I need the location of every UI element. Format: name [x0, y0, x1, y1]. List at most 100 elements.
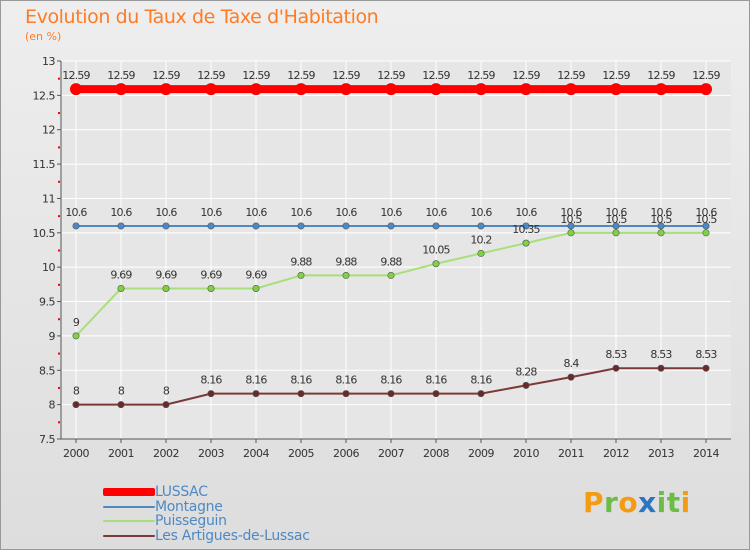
data-point — [295, 83, 307, 96]
data-point — [610, 83, 622, 96]
data-label: 10.5 — [650, 213, 672, 226]
data-label: 12.59 — [557, 69, 585, 82]
data-point — [702, 222, 710, 230]
data-point — [657, 229, 665, 237]
data-label: 10.6 — [110, 206, 132, 219]
data-label: 8 — [118, 385, 125, 398]
legend-label-montagne: Montagne — [155, 498, 223, 515]
x-tick-label: 2009 — [468, 447, 494, 460]
legend-swatch-artigues — [103, 534, 155, 537]
data-label: 12.59 — [377, 69, 405, 82]
y-tick-label: 8.5 — [39, 364, 55, 377]
data-point — [72, 401, 80, 409]
data-label: 10.5 — [560, 213, 582, 226]
data-label: 8 — [73, 385, 80, 398]
y-tick-label: 10.5 — [33, 227, 56, 240]
data-point — [657, 222, 665, 230]
data-point — [387, 390, 395, 398]
chart-title: Evolution du Taux de Taxe d'Habitation — [25, 6, 379, 28]
data-label: 8.16 — [335, 374, 357, 387]
data-label: 8.4 — [563, 357, 579, 370]
y-tick-label: 12 — [42, 124, 55, 137]
data-label: 8.53 — [605, 348, 627, 361]
data-point — [612, 222, 620, 230]
data-point — [250, 83, 262, 96]
x-tick-label: 2004 — [243, 447, 269, 460]
x-tick-label: 2000 — [63, 447, 89, 460]
data-point — [655, 83, 667, 96]
data-label: 9.69 — [245, 268, 267, 281]
data-label: 8.16 — [245, 374, 267, 387]
x-tick-label: 2007 — [378, 447, 404, 460]
x-tick-label: 2010 — [513, 447, 539, 460]
data-label: 12.59 — [467, 69, 495, 82]
data-point — [72, 332, 80, 340]
data-point — [430, 83, 442, 96]
x-tick-label: 2008 — [423, 447, 449, 460]
data-label: 10.6 — [560, 206, 582, 219]
data-label: 8.16 — [425, 374, 447, 387]
y-tick-label: 10 — [42, 261, 55, 274]
logo-letter: t — [666, 486, 681, 519]
legend-swatch-lussac — [103, 488, 155, 497]
data-label: 10.6 — [695, 206, 717, 219]
data-label: 9.69 — [110, 268, 132, 281]
data-label: 12.59 — [107, 69, 135, 82]
data-point — [252, 390, 260, 398]
data-point — [252, 284, 260, 292]
data-label: 10.6 — [605, 206, 627, 219]
legend-item-artigues: Les Artigues-de-Lussac — [103, 528, 310, 544]
logo-letter: i — [680, 486, 691, 519]
data-label: 10.6 — [245, 206, 267, 219]
data-point — [432, 260, 440, 268]
data-point — [612, 364, 620, 372]
data-label: 10.6 — [515, 206, 537, 219]
data-label: 10.2 — [470, 233, 491, 246]
data-point — [342, 271, 350, 279]
legend: LUSSAC Montagne Puisseguin Les Artigues-… — [103, 484, 310, 544]
data-label: 12.59 — [602, 69, 630, 82]
y-tick-label: 9.5 — [39, 296, 55, 309]
data-label: 12.59 — [332, 69, 360, 82]
x-tick-label: 2013 — [648, 447, 674, 460]
data-label: 12.59 — [647, 69, 675, 82]
data-point — [342, 222, 350, 230]
legend-label-artigues: Les Artigues-de-Lussac — [155, 527, 310, 544]
data-point — [477, 249, 485, 257]
logo-letter: x — [638, 486, 657, 519]
legend-swatch-montagne — [103, 505, 155, 508]
data-point — [432, 222, 440, 230]
data-label: 10.5 — [605, 213, 627, 226]
data-point — [297, 271, 305, 279]
logo-letter: i — [656, 486, 667, 519]
data-label: 8.53 — [695, 348, 717, 361]
data-point — [702, 364, 710, 372]
data-point — [162, 222, 170, 230]
data-point — [567, 373, 575, 381]
data-point — [477, 390, 485, 398]
data-label: 10.6 — [425, 206, 447, 219]
legend-label-lussac: LUSSAC — [155, 484, 208, 500]
data-point — [342, 390, 350, 398]
data-label: 9.88 — [335, 255, 357, 268]
data-point — [252, 222, 260, 230]
data-label: 10.6 — [380, 206, 402, 219]
x-tick-label: 2003 — [198, 447, 224, 460]
data-point — [702, 229, 710, 237]
logo-letter: r — [604, 486, 619, 519]
data-point — [565, 83, 577, 96]
y-tick-label: 8 — [49, 399, 56, 412]
data-point — [700, 83, 712, 96]
data-point — [207, 222, 215, 230]
data-label: 12.59 — [152, 69, 180, 82]
x-tick-label: 2012 — [603, 447, 629, 460]
data-label: 10.5 — [695, 213, 717, 226]
data-point — [117, 284, 125, 292]
data-point — [385, 83, 397, 96]
data-label: 10.6 — [200, 206, 222, 219]
data-label: 10.6 — [65, 206, 87, 219]
data-point — [297, 222, 305, 230]
data-point — [477, 222, 485, 230]
data-label: 9 — [73, 316, 80, 329]
